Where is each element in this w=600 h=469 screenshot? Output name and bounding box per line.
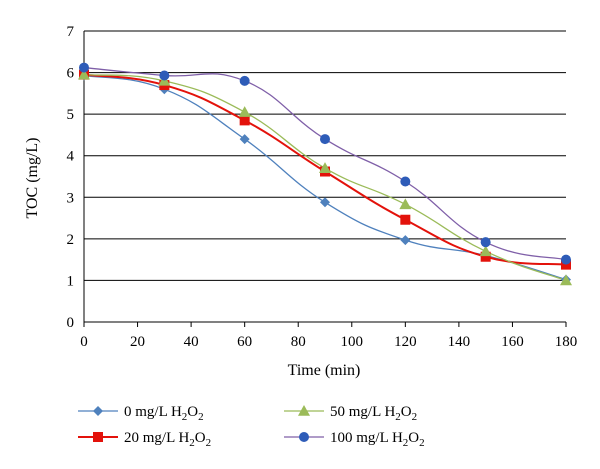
x-tick-label-9: 180 — [555, 334, 578, 350]
y-tick-label-1: 1 — [67, 273, 75, 289]
legend-marker-2 — [298, 405, 310, 416]
legend: 0 mg/L H2O2 20 mg/L H2O2 50 mg/L H2O2 100 m… — [78, 404, 425, 449]
series-line-2 — [83, 74, 567, 282]
legend-label-1: 20 mg/L H2O2 — [124, 430, 211, 449]
legend-marker-3 — [299, 432, 309, 442]
y-tick-label-2: 2 — [67, 232, 75, 248]
y-tick-label-7: 7 — [67, 24, 75, 40]
y-axis-label: TOC (mg/L) — [24, 137, 41, 218]
data-point-s1-4 — [400, 214, 411, 225]
data-point-s1-5 — [480, 251, 491, 262]
data-point-s3-6 — [561, 254, 571, 265]
data-point-s2-6 — [560, 274, 572, 286]
y-tick-label-5: 5 — [67, 107, 75, 123]
x-tick-label-0: 0 — [80, 334, 88, 350]
series-markers — [78, 62, 572, 286]
data-point-s3-1 — [159, 70, 170, 81]
data-point-s0-3 — [320, 197, 330, 208]
data-point-s2-4 — [399, 198, 412, 210]
x-tick-label-4: 80 — [291, 334, 306, 350]
x-tick-label-5: 100 — [341, 334, 364, 350]
y-tick-label-6: 6 — [67, 66, 75, 82]
x-tick-label-2: 40 — [184, 334, 199, 350]
legend-label-3: 100 mg/L H2O2 — [330, 430, 425, 449]
grid-lines — [84, 30, 566, 281]
data-point-s3-3 — [320, 134, 330, 145]
y-tick-label-3: 3 — [67, 190, 75, 206]
data-point-s3-5 — [480, 237, 491, 248]
data-point-s2-3 — [319, 162, 331, 173]
data-point-s0-4 — [400, 235, 411, 246]
data-point-s1-2 — [239, 115, 250, 126]
legend-label-0: 0 mg/L H2O2 — [124, 404, 204, 423]
x-tick-label-6: 120 — [394, 334, 417, 350]
x-tick-label-3: 60 — [237, 334, 252, 350]
x-axis-label: Time (min) — [288, 362, 361, 379]
legend-label-2: 50 mg/L H2O2 — [330, 404, 417, 423]
data-point-s2-0 — [78, 68, 90, 80]
data-point-s3-2 — [239, 75, 250, 86]
data-point-s0-2 — [239, 134, 250, 145]
x-tick-labels: 0 20 40 60 80 100 120 140 160 180 — [80, 334, 577, 350]
x-tick-label-8: 160 — [501, 334, 524, 350]
y-tick-label-4: 4 — [67, 149, 75, 165]
legend-marker-1 — [93, 432, 103, 442]
y-tick-label-0: 0 — [67, 315, 75, 331]
data-point-s3-4 — [400, 176, 411, 187]
y-tick-labels: 0 1 2 3 4 5 6 7 — [67, 24, 75, 331]
legend-marker-0 — [93, 406, 103, 416]
series-line-0 — [83, 74, 567, 281]
data-point-s2-5 — [479, 245, 492, 257]
data-point-s3-0 — [79, 62, 89, 73]
x-tick-label-1: 20 — [130, 334, 145, 350]
data-point-s2-2 — [238, 106, 251, 117]
x-tick-label-7: 140 — [448, 334, 471, 350]
